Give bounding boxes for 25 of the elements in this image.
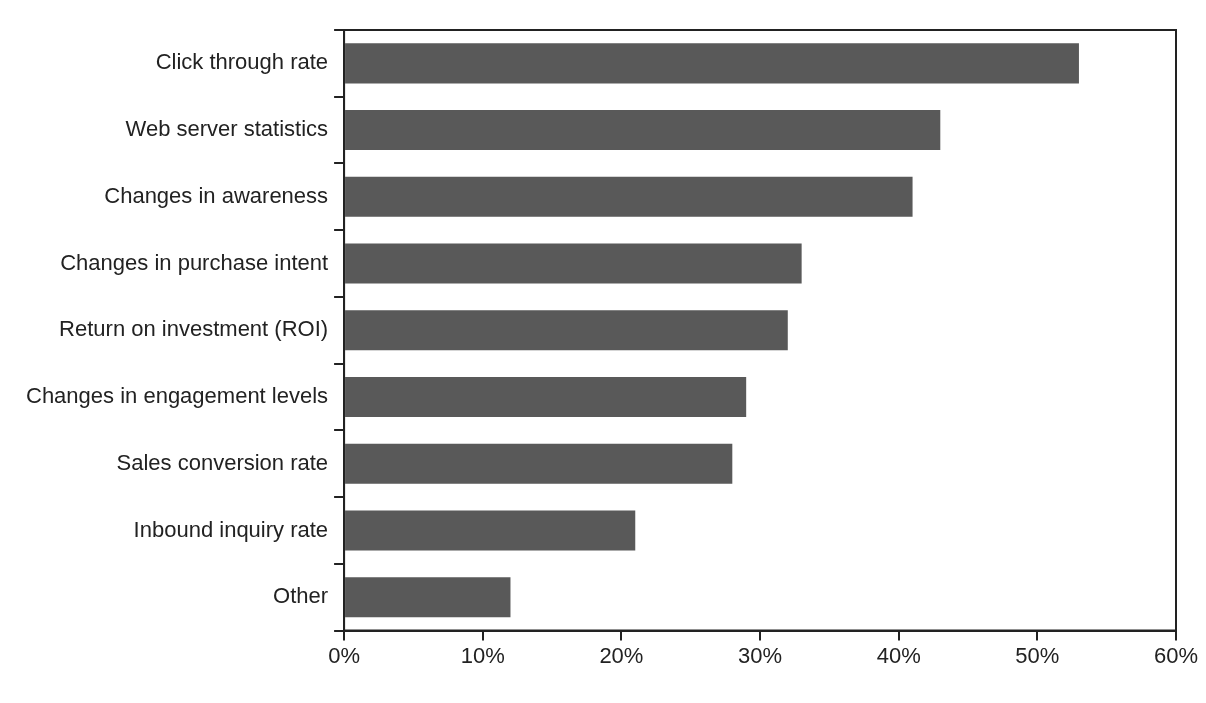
x-tick-label: 10% [460,642,505,668]
bar [345,310,788,351]
bar [345,443,733,484]
y-tick-label: Sales conversion rate [116,449,329,475]
x-tick-label: 20% [599,642,644,668]
x-tick-label: 30% [738,642,783,668]
bar [345,43,1079,84]
y-tick-label: Changes in engagement levels [26,383,329,409]
y-tick-label: Web server statistics [125,116,329,142]
y-tick-label: Inbound inquiry rate [133,516,329,542]
bar [345,377,747,418]
y-tick-label: Click through rate [155,49,329,75]
y-tick-label: Changes in awareness [104,182,329,208]
x-tick-label: 60% [1153,642,1199,668]
y-tick-label: Changes in purchase intent [60,249,329,275]
bar [345,243,802,284]
x-tick-label: 40% [876,642,921,668]
x-tick-label: 50% [1015,642,1060,668]
bar [345,110,941,151]
y-tick-label: Other [273,583,329,609]
bar [345,510,636,551]
x-tick-label: 0% [328,642,360,668]
bar [345,176,913,217]
y-tick-label: Return on investment (ROI) [59,316,329,342]
bar [345,577,511,618]
